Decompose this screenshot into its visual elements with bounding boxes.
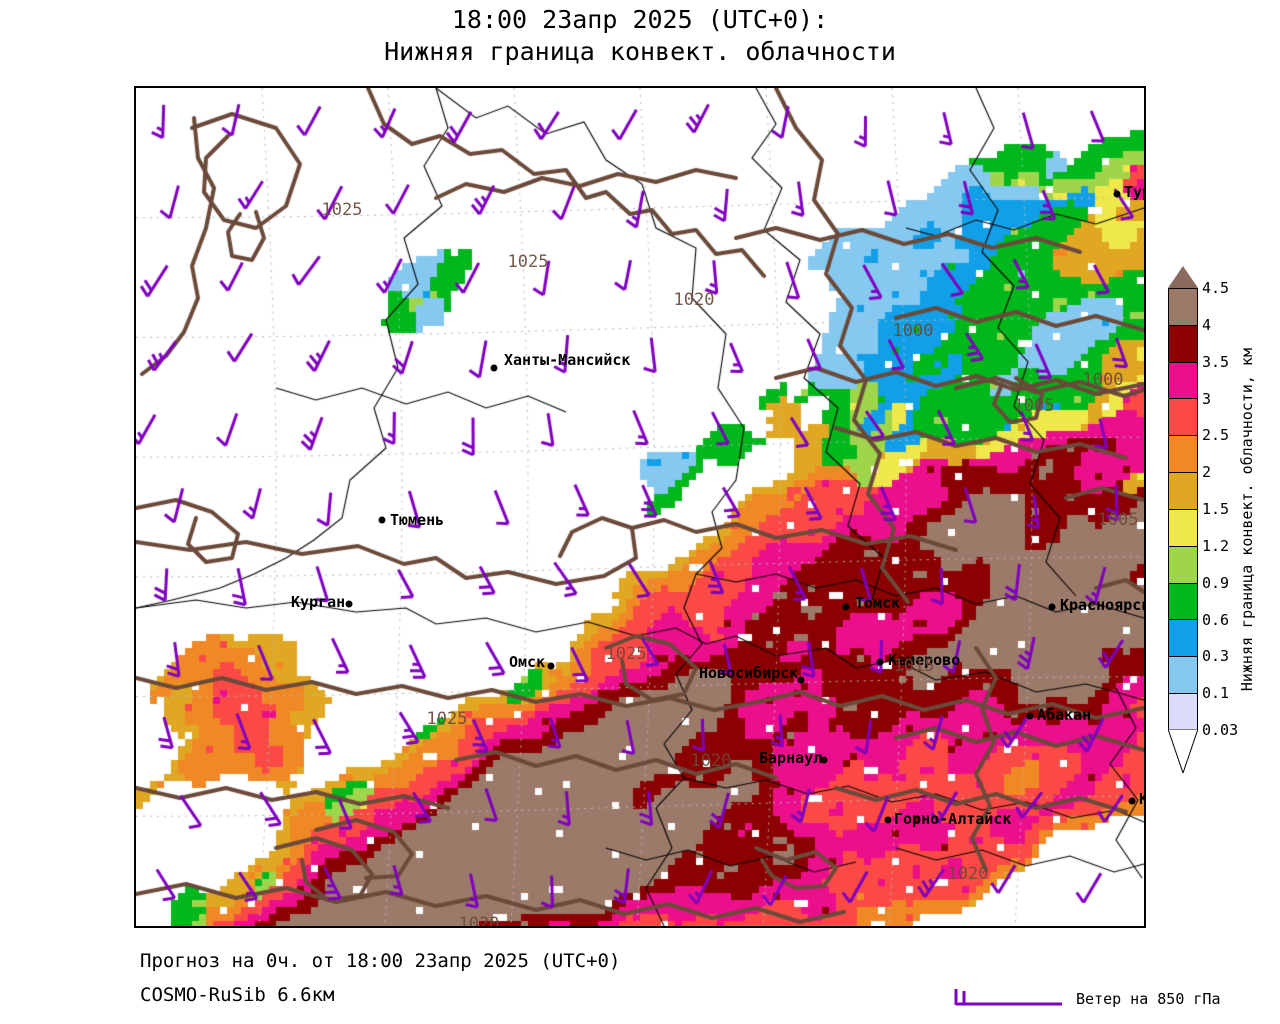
colorbar-tick-label: 0.03 bbox=[1202, 721, 1239, 739]
colorbar-tick-label: 0.9 bbox=[1202, 573, 1230, 592]
colorbar-tick-label: 3 bbox=[1202, 389, 1212, 408]
forecast-info: Прогноз на 0ч. от 18:00 23апр 2025 (UTC+… bbox=[140, 950, 621, 972]
isobar-label: 1020 bbox=[673, 290, 715, 310]
isobar-label: 1000 bbox=[892, 321, 934, 341]
city-marker bbox=[547, 662, 555, 670]
colorbar-tick-label: 2 bbox=[1202, 463, 1212, 482]
isobar-label: 1025 bbox=[321, 200, 363, 220]
model-info: COSMO-RuSib 6.6км bbox=[140, 984, 335, 1006]
colorbar-segment bbox=[1169, 620, 1197, 658]
colorbar-segment bbox=[1169, 436, 1197, 474]
wind-legend-label: Ветер на 850 гПа bbox=[1076, 990, 1221, 1008]
isobar-label: 1020 bbox=[458, 914, 500, 928]
wind-barb-icon bbox=[954, 989, 1062, 1006]
colorbar-tick-label: 0.1 bbox=[1202, 684, 1230, 703]
city-marker bbox=[378, 516, 386, 524]
city-marker bbox=[1113, 190, 1121, 198]
isobar-label: 1005 bbox=[1097, 510, 1139, 530]
colorbar-segments bbox=[1168, 288, 1198, 731]
colorbar-tick-label: 4.5 bbox=[1202, 279, 1230, 297]
colorbar-segment bbox=[1169, 362, 1197, 400]
colorbar-segment bbox=[1169, 657, 1197, 695]
city-marker bbox=[842, 603, 850, 611]
city-marker bbox=[884, 816, 892, 824]
colorbar-axis-title: Нижняя граница конвект. облачности, км bbox=[1236, 266, 1258, 774]
title-line-datetime: 18:00 23апр 2025 (UTC+0): bbox=[451, 5, 829, 34]
isobar-label: 1005 bbox=[1013, 396, 1055, 416]
city-marker bbox=[1026, 712, 1034, 720]
colorbar-tick-label: 0.6 bbox=[1202, 610, 1230, 629]
colorbar-tick-label: 2.5 bbox=[1202, 426, 1230, 445]
colorbar-tick-label: 1.5 bbox=[1202, 500, 1230, 518]
colorbar-segment bbox=[1169, 509, 1197, 547]
colorbar-axis-title-text: Нижняя граница конвект. облачности, км bbox=[1238, 348, 1256, 692]
map-raster-layer bbox=[136, 88, 1144, 926]
colorbar-segment bbox=[1169, 583, 1197, 621]
isobar-label: 1025 bbox=[507, 252, 549, 272]
colorbar-tick-label: 4 bbox=[1202, 315, 1212, 334]
city-marker bbox=[490, 364, 498, 372]
isobar-label: 1025 bbox=[605, 644, 647, 664]
colorbar-segment bbox=[1169, 546, 1197, 584]
colorbar-segment bbox=[1169, 694, 1197, 731]
page-title: 18:00 23апр 2025 (UTC+0): Нижняя граница… bbox=[0, 4, 1280, 68]
isobar-label: 1000 bbox=[1082, 370, 1124, 390]
isobar-label: 1025 bbox=[426, 709, 468, 729]
isobar-label: 1015 bbox=[893, 656, 935, 676]
colorbar-segment bbox=[1169, 325, 1197, 363]
city-marker bbox=[345, 600, 353, 608]
city-marker bbox=[820, 756, 828, 764]
isobar-label: 1020 bbox=[690, 751, 732, 771]
isobar-label: 1020 bbox=[947, 864, 989, 884]
colorbar-segment bbox=[1169, 289, 1197, 326]
colorbar-tick-label: 3.5 bbox=[1202, 352, 1230, 371]
title-line-parameter: Нижняя граница конвект. облачности bbox=[384, 37, 896, 66]
city-marker bbox=[797, 676, 805, 684]
city-marker bbox=[876, 658, 884, 666]
city-marker bbox=[1128, 797, 1136, 805]
city-marker bbox=[1048, 603, 1056, 611]
colorbar-segment bbox=[1169, 399, 1197, 437]
colorbar-segment bbox=[1169, 473, 1197, 510]
colorbar-tick-label: 1.2 bbox=[1202, 536, 1230, 555]
weather-map[interactable]: Ханты-Мансийск Тюмень Курган Омск Новосибирс… bbox=[134, 86, 1146, 928]
colorbar-tick-label: 0.3 bbox=[1202, 647, 1230, 666]
colorbar-under-arrow bbox=[1168, 729, 1198, 773]
colorbar: 4.5 4 3.5 3 2.5 2 1.5 1.2 0.9 0.6 0.3 0.1 0.03 bbox=[1168, 266, 1238, 774]
colorbar-over-arrow bbox=[1168, 266, 1198, 288]
wind-legend: Ветер на 850 гПа bbox=[950, 985, 1221, 1013]
